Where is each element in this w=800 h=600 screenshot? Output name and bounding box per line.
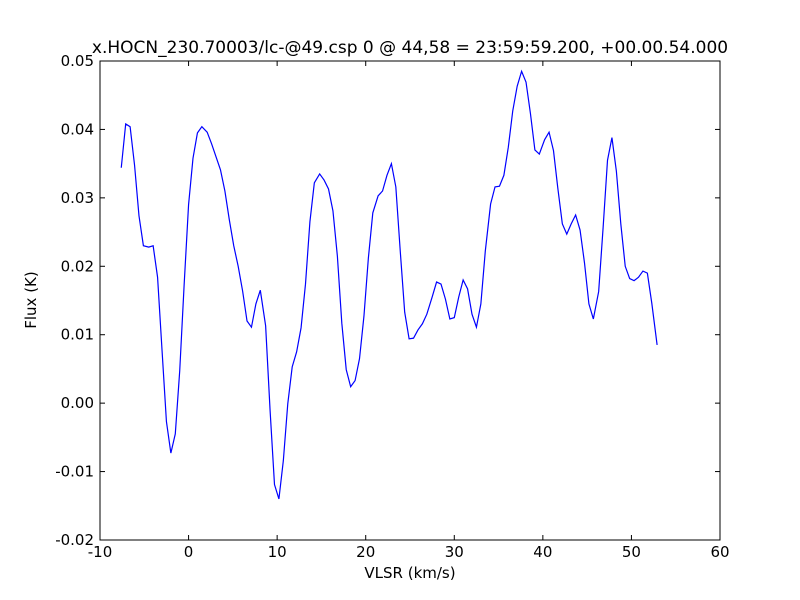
chart-title: x.HOCN_230.70003/lc-@49.csp 0 @ 44,58 = … [92, 38, 728, 58]
x-tick-label: -10 [88, 543, 113, 561]
data-line [120, 69, 658, 500]
x-tick-label: 40 [533, 543, 552, 561]
y-tick-label: 0.04 [61, 120, 94, 138]
y-tick-label: 0.02 [61, 257, 94, 275]
x-tick-label: 20 [356, 543, 375, 561]
y-tick-label: 0.05 [61, 52, 94, 70]
y-tick-label: 0.03 [61, 189, 94, 207]
x-tick-label: 60 [710, 543, 729, 561]
x-axis-label: VLSR (km/s) [364, 564, 455, 582]
y-axis-label: Flux (K) [22, 271, 40, 329]
plot-frame [99, 60, 721, 541]
y-tick-label: 0.01 [61, 326, 94, 344]
x-tick-label: 50 [622, 543, 641, 561]
y-tick-label: 0.00 [61, 394, 94, 412]
y-tick-label: -0.01 [55, 463, 94, 481]
y-tick-label: -0.02 [55, 531, 94, 549]
x-tick-label: 30 [445, 543, 464, 561]
x-tick-label: 0 [184, 543, 194, 561]
x-tick-label: 10 [268, 543, 287, 561]
